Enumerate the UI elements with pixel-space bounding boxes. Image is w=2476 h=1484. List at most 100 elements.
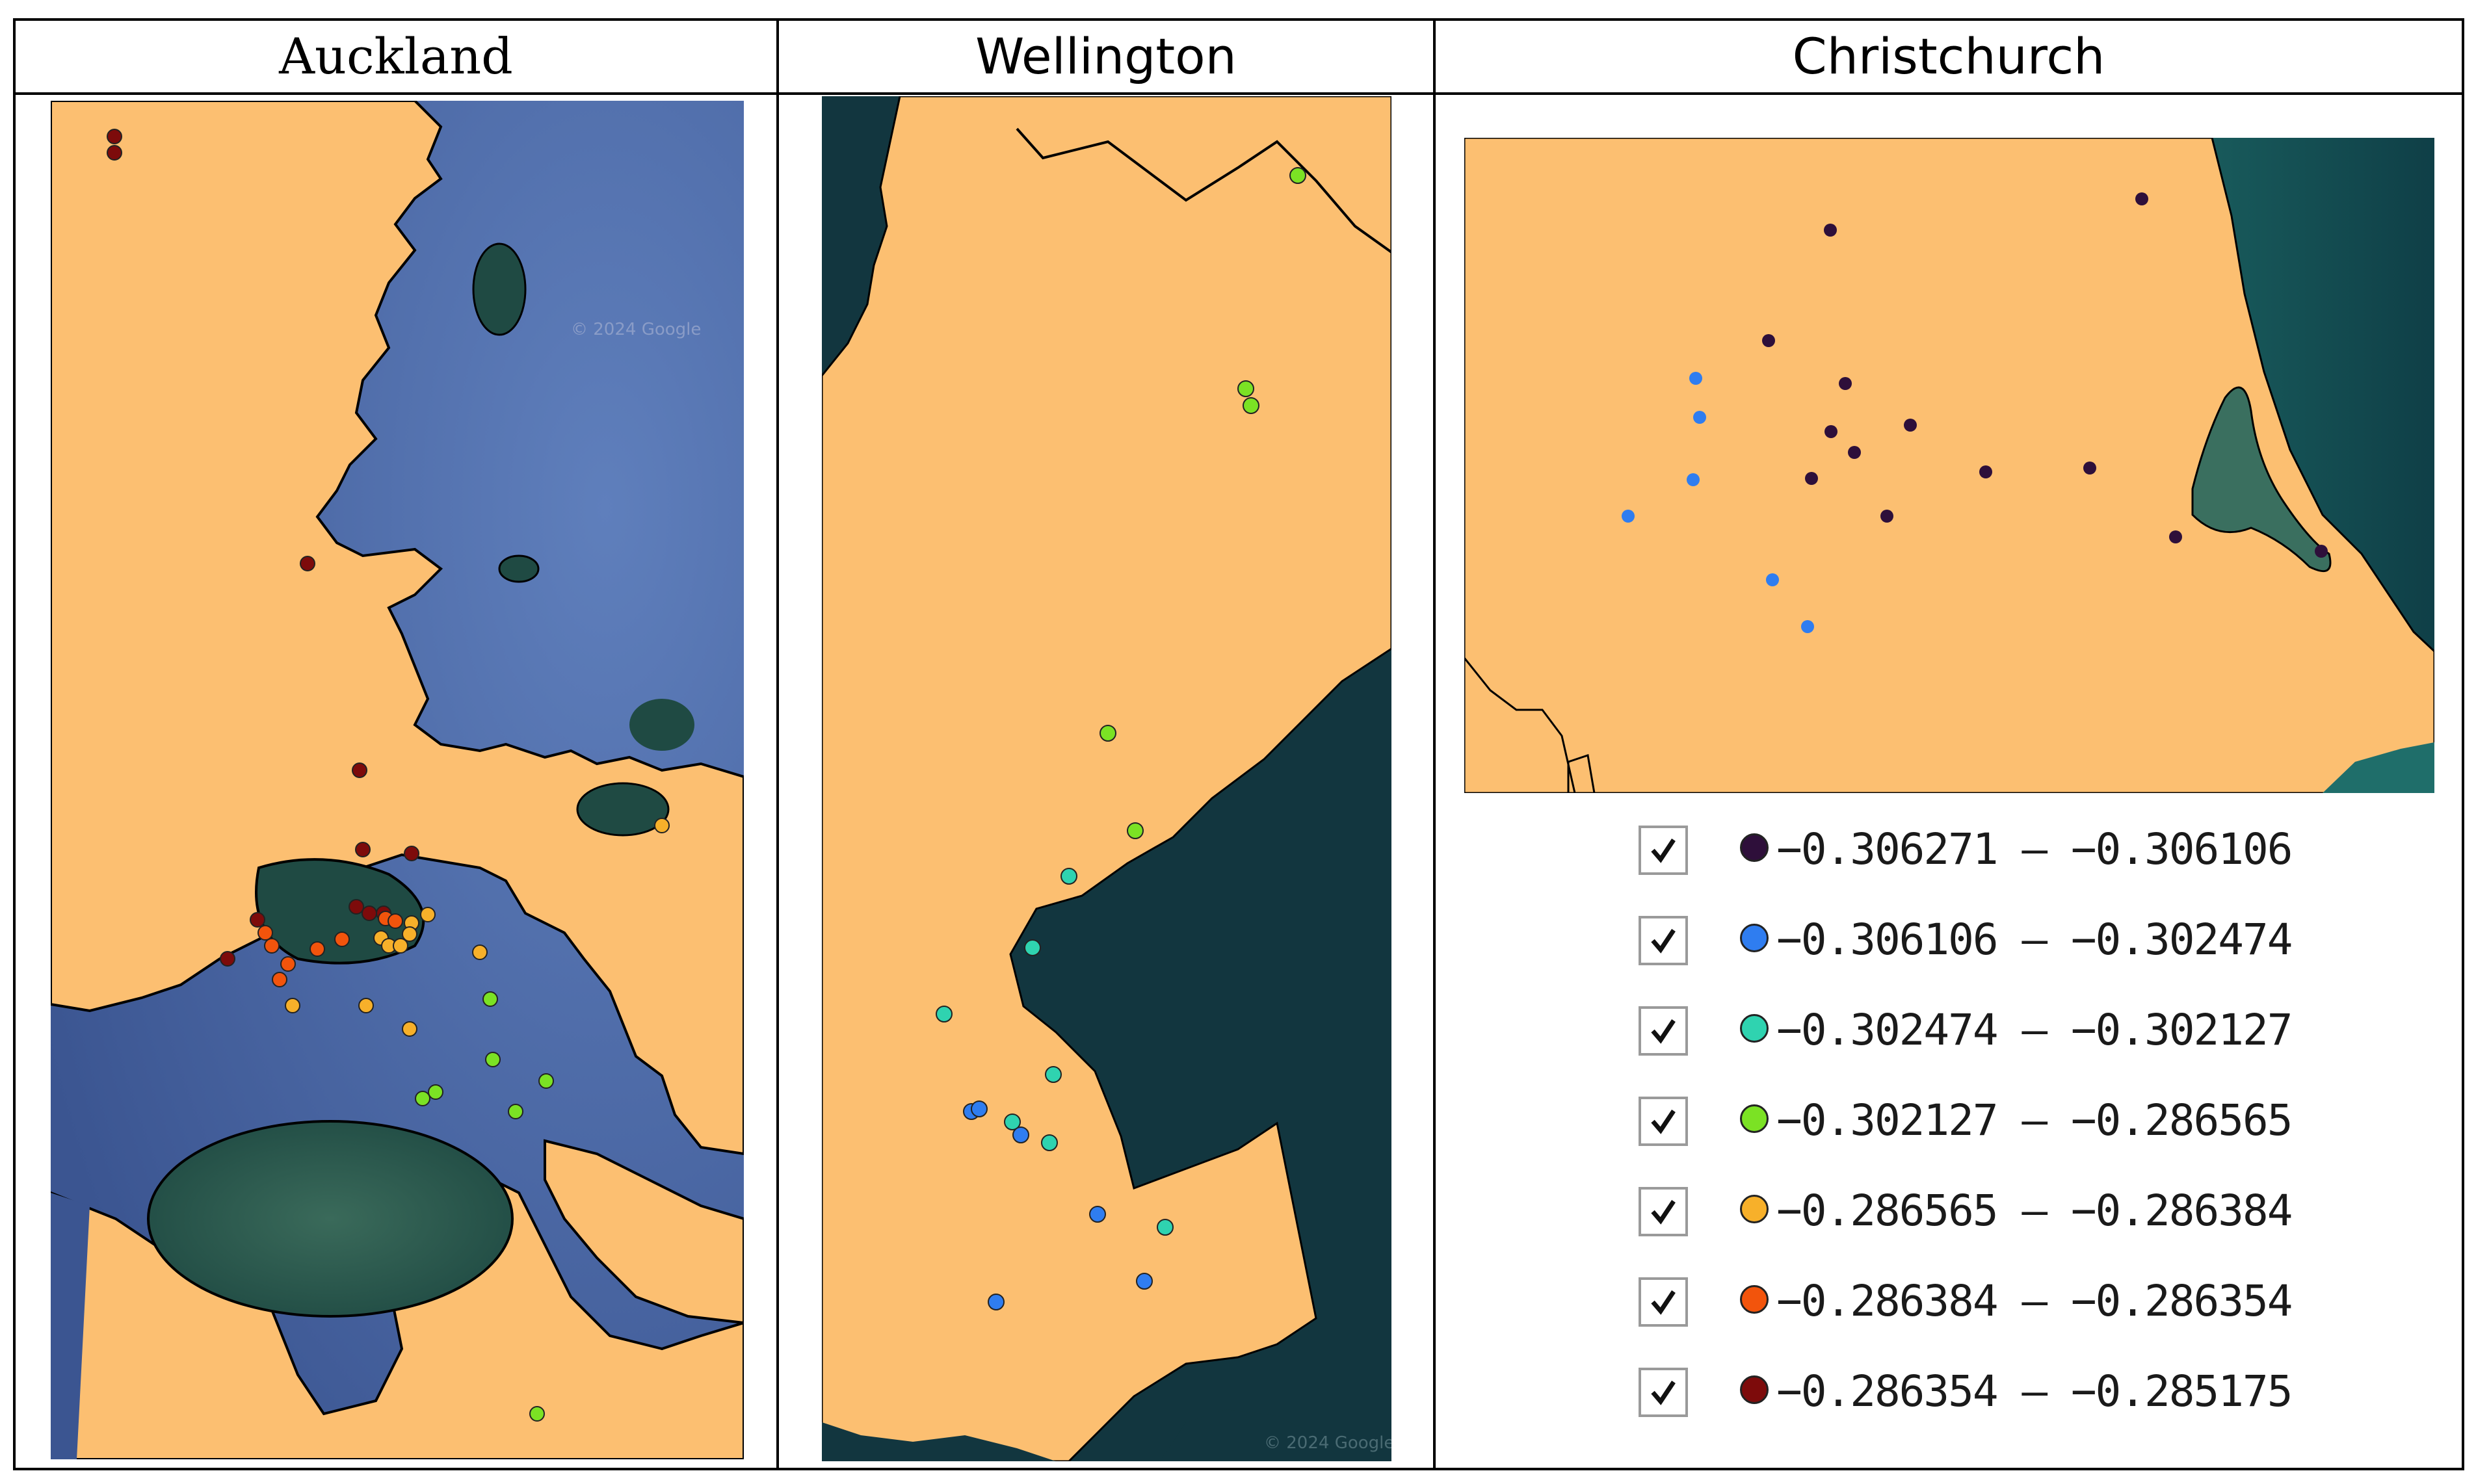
point	[1801, 620, 1814, 633]
point	[2169, 530, 2182, 543]
legend-checkbox[interactable]	[1639, 1277, 1688, 1327]
point	[1237, 380, 1254, 397]
legend-checkbox[interactable]	[1639, 1187, 1688, 1236]
legend-swatch	[1740, 1195, 1769, 1223]
point	[402, 926, 417, 942]
header-auckland: Auckland	[279, 27, 513, 85]
point	[971, 1100, 988, 1117]
header-wellington: Wellington	[975, 27, 1237, 85]
christchurch-map	[1464, 138, 2434, 793]
checkmark-icon	[1651, 1110, 1676, 1134]
point	[1689, 372, 1702, 385]
legend-range: −0.286384 — −0.286354	[1776, 1276, 2293, 1326]
legend-range: −0.302127 — −0.286565	[1776, 1095, 2293, 1145]
point	[250, 912, 265, 928]
point	[1004, 1113, 1021, 1130]
point	[334, 931, 350, 947]
point	[355, 842, 371, 857]
legend-checkbox[interactable]	[1639, 1006, 1688, 1056]
christchurch-land	[1464, 138, 2434, 793]
point	[1157, 1219, 1174, 1236]
point	[1100, 725, 1116, 742]
point	[272, 972, 287, 987]
legend-swatch	[1740, 1375, 1769, 1404]
christchurch-points	[1622, 192, 2328, 633]
legend-row: −0.302127 — −0.286565	[1626, 1090, 2373, 1155]
point	[1024, 939, 1041, 956]
legend-checkbox[interactable]	[1639, 916, 1688, 965]
point	[485, 1052, 501, 1067]
legend-row: −0.286354 — −0.285175	[1626, 1361, 2373, 1426]
point	[264, 938, 280, 954]
point	[1805, 472, 1818, 485]
point	[349, 899, 364, 915]
legend-checkbox[interactable]	[1639, 826, 1688, 875]
header-christchurch: Christchurch	[1792, 27, 2105, 85]
point	[1762, 334, 1775, 347]
legend-range: −0.286565 — −0.286384	[1776, 1186, 2293, 1236]
auckland-points	[107, 129, 670, 1422]
point	[415, 1091, 430, 1106]
point	[1824, 224, 1837, 237]
legend-checkbox[interactable]	[1639, 1097, 1688, 1146]
point	[1824, 425, 1837, 438]
legend-range: −0.306106 — −0.302474	[1776, 915, 2293, 965]
checkmark-icon	[1651, 929, 1676, 954]
estuary	[2191, 386, 2332, 573]
point	[388, 913, 403, 929]
point	[402, 1021, 417, 1037]
auckland-land	[51, 101, 744, 1156]
point	[988, 1294, 1005, 1310]
point	[1979, 465, 1992, 478]
checkmark-icon	[1651, 1381, 1676, 1405]
point	[936, 1006, 953, 1022]
point	[2083, 462, 2096, 475]
legend-row: −0.306106 — −0.302474	[1626, 909, 2373, 974]
point	[1880, 510, 1893, 523]
point	[107, 129, 122, 144]
point	[1136, 1273, 1153, 1290]
legend-row: −0.286384 — −0.286354	[1626, 1271, 2373, 1336]
point	[1848, 446, 1861, 459]
legend-range: −0.302474 — −0.302127	[1776, 1005, 2293, 1055]
legend-swatch	[1740, 1285, 1769, 1314]
point	[257, 925, 273, 941]
point	[472, 944, 488, 960]
auckland-watermark: © 2024 Google	[571, 320, 701, 339]
legend-checkbox[interactable]	[1639, 1368, 1688, 1417]
point	[1127, 822, 1144, 839]
checkmark-icon	[1651, 1290, 1676, 1315]
legend-range: −0.286354 — −0.285175	[1776, 1366, 2293, 1416]
point	[220, 951, 235, 967]
point	[1041, 1134, 1058, 1151]
point	[2135, 192, 2148, 205]
auckland-map: © 2024 Google	[51, 101, 744, 1459]
point	[1904, 419, 1917, 432]
checkmark-icon	[1651, 1200, 1676, 1225]
point	[529, 1406, 545, 1422]
point	[1693, 411, 1706, 424]
legend-row: −0.286565 — −0.286384	[1626, 1180, 2373, 1245]
point	[1089, 1206, 1106, 1223]
point	[538, 1073, 554, 1089]
point	[508, 1104, 523, 1119]
point	[654, 818, 670, 833]
legend-swatch	[1740, 833, 1769, 862]
wellington-map: © 2024 Google	[822, 96, 1391, 1461]
point	[1766, 573, 1779, 586]
point	[310, 941, 325, 957]
point	[285, 998, 300, 1013]
point	[404, 846, 419, 861]
point	[352, 762, 367, 778]
point	[1289, 167, 1306, 184]
point	[428, 1084, 443, 1100]
auckland-land-east	[544, 1139, 744, 1325]
checkmark-icon	[1651, 1019, 1676, 1044]
point	[300, 556, 315, 571]
point	[1012, 1126, 1029, 1143]
point	[393, 938, 408, 954]
point	[1243, 397, 1259, 414]
point	[362, 905, 377, 921]
wellington-watermark: © 2024 Google	[1264, 1433, 1391, 1453]
